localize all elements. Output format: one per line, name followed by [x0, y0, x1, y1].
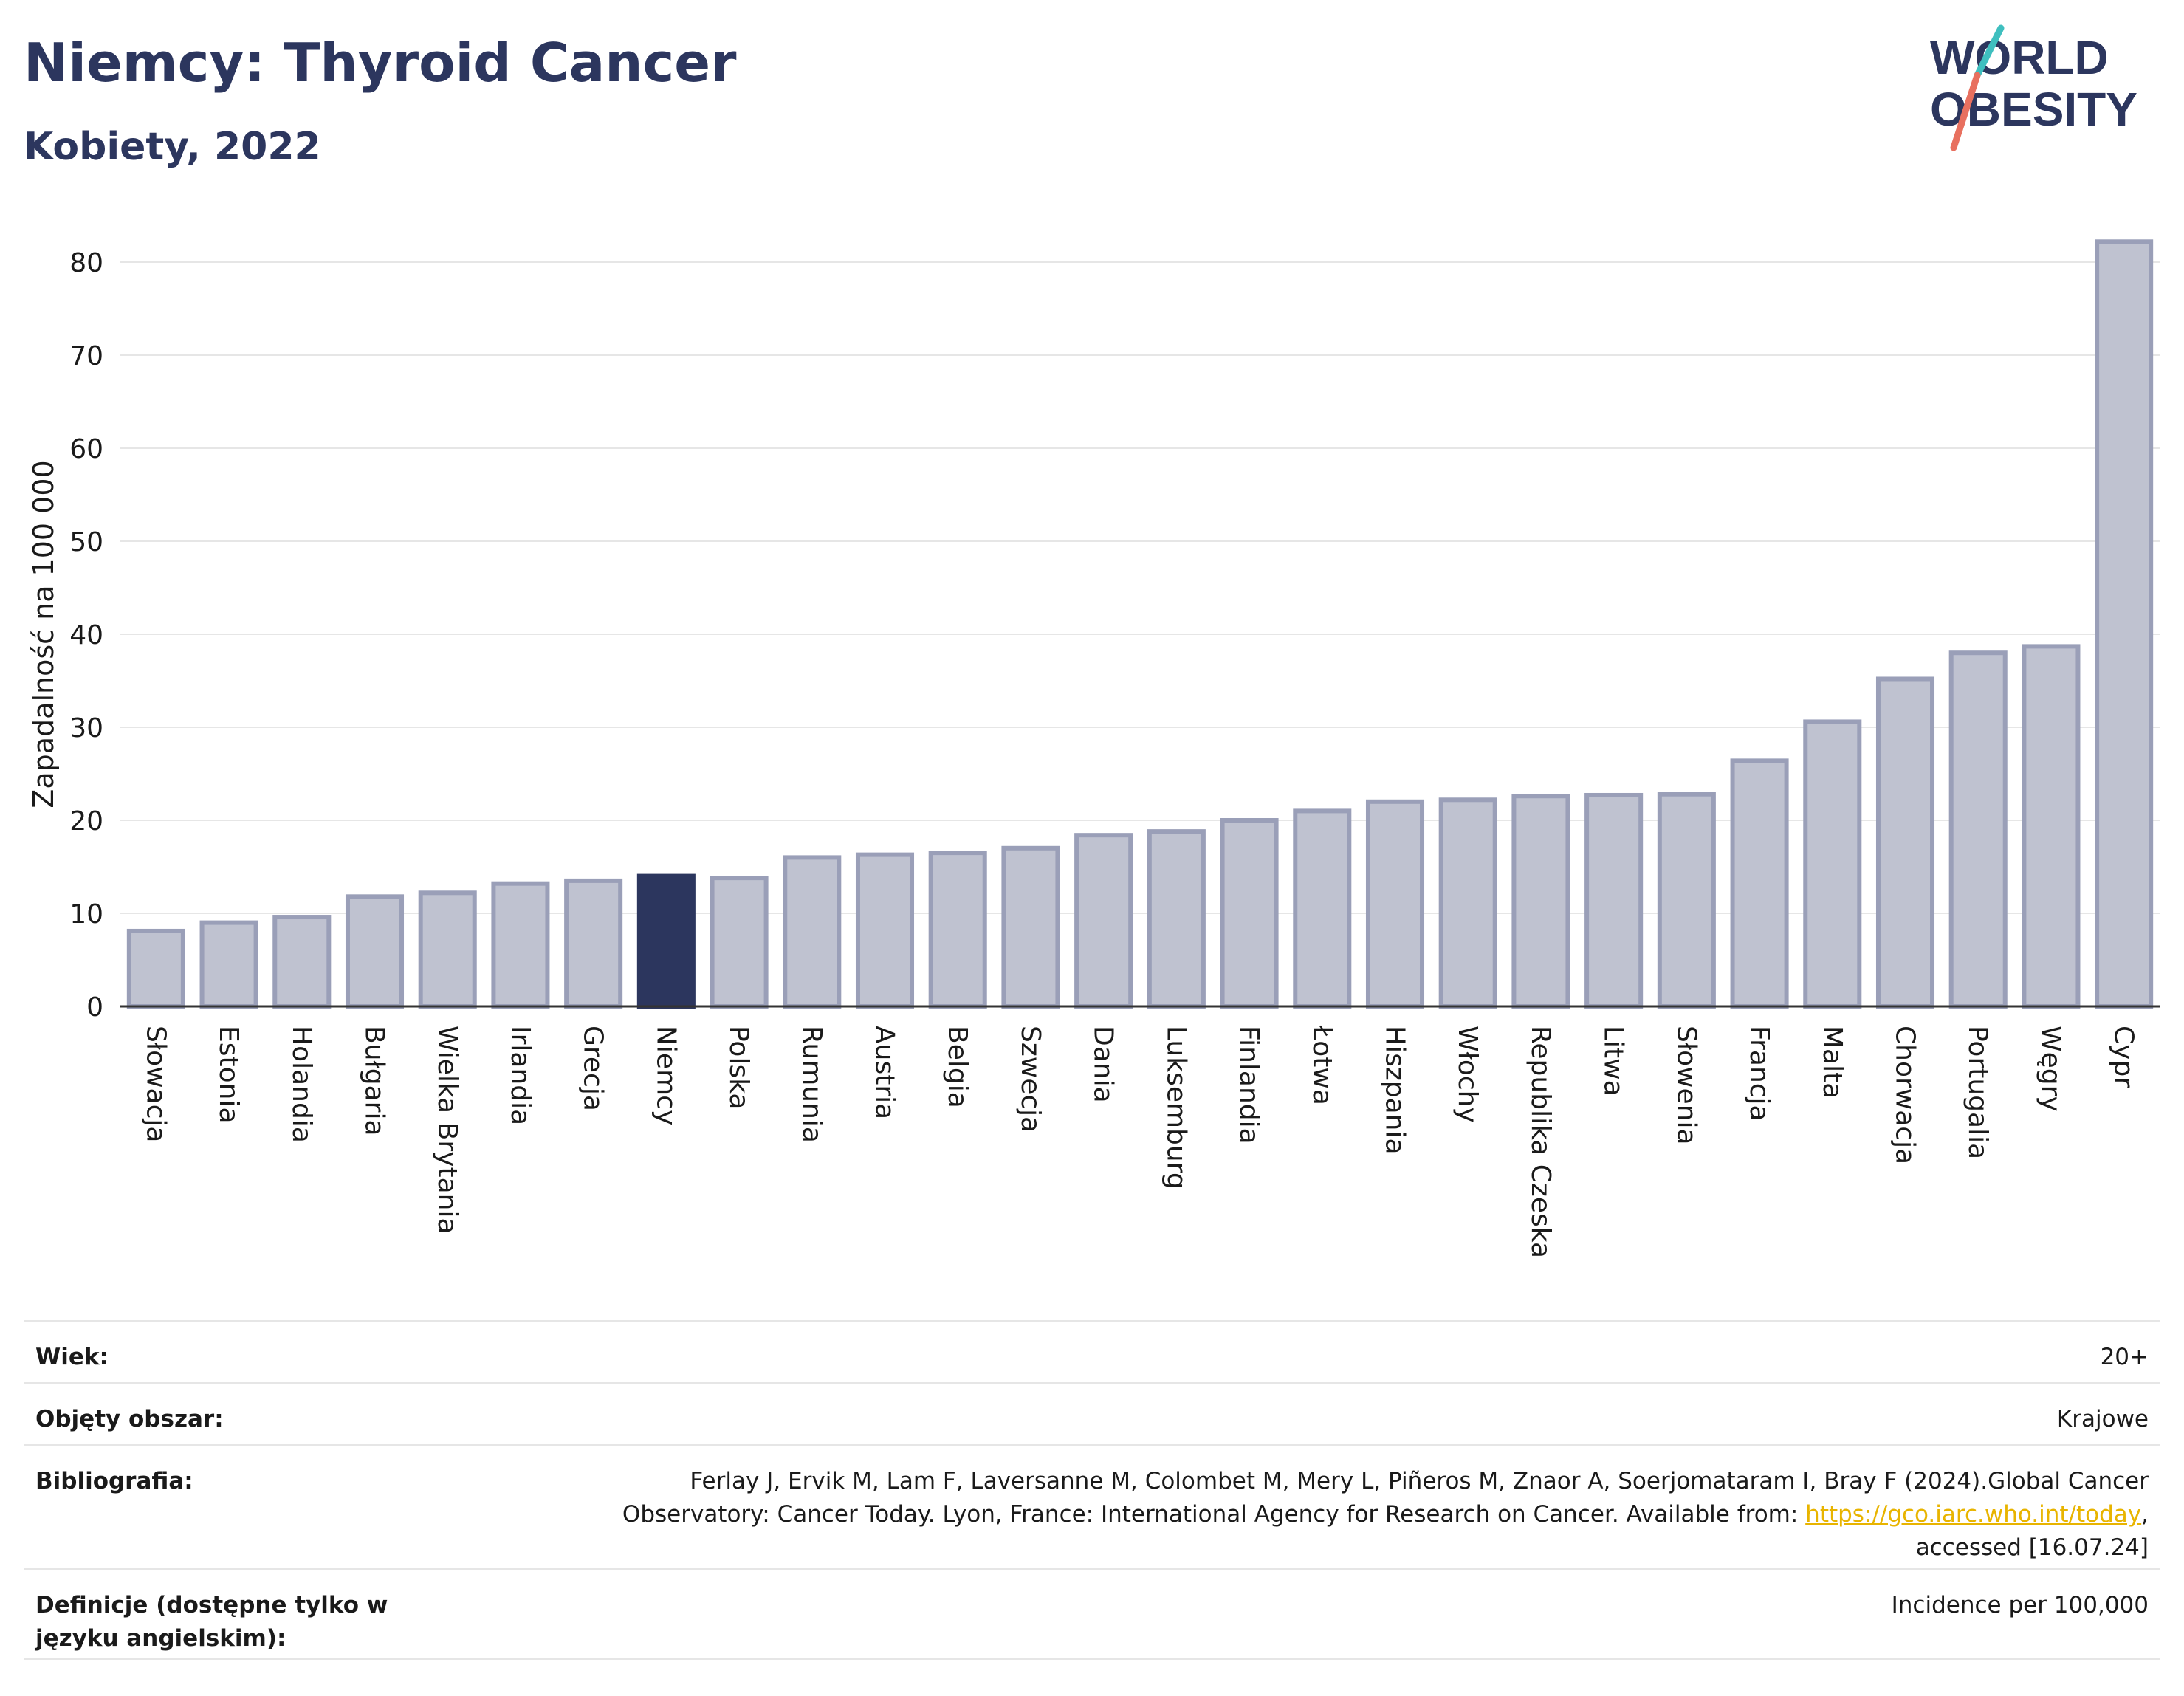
- x-tick-label: Finlandia: [1234, 1026, 1264, 1144]
- x-tick-label: Niemcy: [650, 1026, 681, 1125]
- x-tick-label: Bułgaria: [360, 1026, 390, 1136]
- x-tick-label: Cypr: [2109, 1026, 2139, 1088]
- bar-austria: [855, 852, 915, 1009]
- x-tick-label: Republika Czeska: [1525, 1026, 1556, 1258]
- x-tick-label: Austria: [870, 1026, 900, 1119]
- bar-belgia: [928, 851, 987, 1009]
- bar-luksemburg: [1147, 829, 1206, 1009]
- y-axis-label: Zapadalność na 100 000: [27, 460, 60, 808]
- bar-republika-czeska: [1511, 794, 1570, 1009]
- x-tick-label: Malta: [1817, 1026, 1847, 1099]
- info-value-bibliography: Ferlay J, Ervik M, Lam F, Laversanne M, …: [552, 1465, 2149, 1565]
- bar-włochy: [1438, 797, 1497, 1009]
- bar-litwa: [1584, 792, 1644, 1009]
- bar-irlandia: [491, 881, 550, 1009]
- x-tick-label: Łotwa: [1307, 1025, 1337, 1105]
- bar-łotwa: [1293, 808, 1352, 1009]
- logo-slash-coral: [1950, 72, 1981, 151]
- y-axis-ticks: 0 10 20 30 40 50 60 70 80: [69, 248, 103, 1023]
- x-tick-label: Irlandia: [505, 1026, 535, 1125]
- info-value-area: Krajowe: [2056, 1406, 2149, 1432]
- x-tick-label: Węgry: [2036, 1026, 2066, 1112]
- info-value-age: 20+: [2100, 1344, 2149, 1370]
- bar-szwecja: [1001, 845, 1060, 1009]
- bar-dania: [1074, 833, 1133, 1009]
- x-tick-label: Litwa: [1598, 1026, 1629, 1096]
- y-tick-label: 10: [69, 899, 103, 930]
- info-row-age: Wiek: 20+: [24, 1320, 2160, 1382]
- bar-cypr: [2095, 239, 2154, 1009]
- info-row-area: Objęty obszar: Krajowe: [24, 1382, 2160, 1444]
- y-tick-label: 70: [69, 341, 103, 371]
- y-tick-label: 80: [69, 248, 103, 278]
- bar-słowenia: [1657, 792, 1716, 1009]
- y-tick-label: 60: [69, 434, 103, 464]
- bar-chorwacja: [1875, 676, 1935, 1009]
- info-label-bibliography: Bibliografia:: [35, 1468, 193, 1494]
- x-tick-label: Słowenia: [1671, 1026, 1701, 1145]
- bibliography-text: Ferlay J, Ervik M, Lam F, Laversanne M, …: [622, 1468, 2149, 1528]
- bar-polska: [710, 876, 769, 1009]
- bar-niemcy: [636, 873, 696, 1009]
- info-label-age: Wiek:: [35, 1344, 109, 1370]
- x-tick-label: Chorwacja: [1890, 1026, 1920, 1164]
- info-value-definitions: Incidence per 100,000: [1891, 1592, 2149, 1618]
- x-tick-label: Grecja: [578, 1026, 608, 1111]
- bar-hiszpania: [1365, 799, 1425, 1009]
- bibliography-link[interactable]: https://gco.iarc.who.int/today: [1805, 1500, 2142, 1528]
- bar-rumunia: [783, 855, 842, 1009]
- x-tick-label: Rumunia: [797, 1026, 827, 1143]
- y-tick-label: 40: [69, 620, 103, 650]
- bars: [126, 239, 2154, 1009]
- bar-słowacja: [126, 928, 185, 1009]
- logo-text-world: WORLD: [1930, 31, 2109, 84]
- bar-chart: 0 10 20 30 40 50 60 70 80 Słowacja Estonia Holandi…: [27, 239, 2160, 1258]
- bar-wielka-brytania: [418, 890, 477, 1009]
- info-row-bibliography: Bibliografia: Ferlay J, Ervik M, Lam F, …: [24, 1444, 2160, 1568]
- bibliography-accessed: , accessed [16.07.24]: [1915, 1500, 2149, 1561]
- x-axis-labels: Słowacja Estonia Holandia Bułgaria Wielka Br…: [140, 1025, 2138, 1258]
- x-tick-label: Francja: [1744, 1026, 1774, 1122]
- bar-holandia: [272, 915, 332, 1009]
- chart-title: Niemcy: Thyroid Cancer: [24, 32, 737, 94]
- bar-bułgaria: [345, 894, 405, 1009]
- x-tick-label: Hiszpania: [1380, 1026, 1410, 1155]
- logo-slash-teal: [1974, 24, 2005, 79]
- x-tick-label: Luksemburg: [1161, 1026, 1191, 1189]
- chart-subtitle: Kobiety, 2022: [24, 125, 321, 169]
- x-tick-label: Wielka Brytania: [432, 1026, 462, 1235]
- y-tick-label: 30: [69, 713, 103, 744]
- y-tick-label: 0: [86, 992, 103, 1023]
- info-label-area: Objęty obszar:: [35, 1406, 224, 1432]
- info-table: Wiek: 20+ Objęty obszar: Krajowe Bibliog…: [24, 1320, 2160, 1660]
- info-row-definitions: Definicje (dostępne tylko w języku angie…: [24, 1568, 2160, 1660]
- x-tick-label: Szwecja: [1015, 1026, 1045, 1133]
- x-tick-label: Polska: [724, 1026, 754, 1109]
- x-tick-label: Dania: [1088, 1026, 1119, 1103]
- x-tick-label: Holandia: [286, 1026, 317, 1143]
- bar-malta: [1803, 719, 1862, 1009]
- x-tick-label: Belgia: [942, 1026, 972, 1108]
- y-tick-label: 20: [69, 806, 103, 837]
- world-obesity-logo: WORLD OBESITY: [1930, 24, 2137, 151]
- bar-estonia: [199, 920, 258, 1009]
- x-tick-label: Włochy: [1452, 1026, 1483, 1123]
- x-tick-label: Portugalia: [1962, 1026, 1993, 1159]
- x-tick-label: Słowacja: [140, 1026, 171, 1142]
- bar-finlandia: [1220, 818, 1279, 1009]
- x-tick-label: Estonia: [213, 1026, 244, 1124]
- bar-francja: [1730, 758, 1789, 1009]
- bar-portugalia: [1948, 650, 2008, 1009]
- bar-węgry: [2022, 644, 2081, 1009]
- y-tick-label: 50: [69, 527, 103, 557]
- bar-grecja: [564, 878, 623, 1009]
- info-label-definitions: Definicje (dostępne tylko w języku angie…: [35, 1592, 388, 1652]
